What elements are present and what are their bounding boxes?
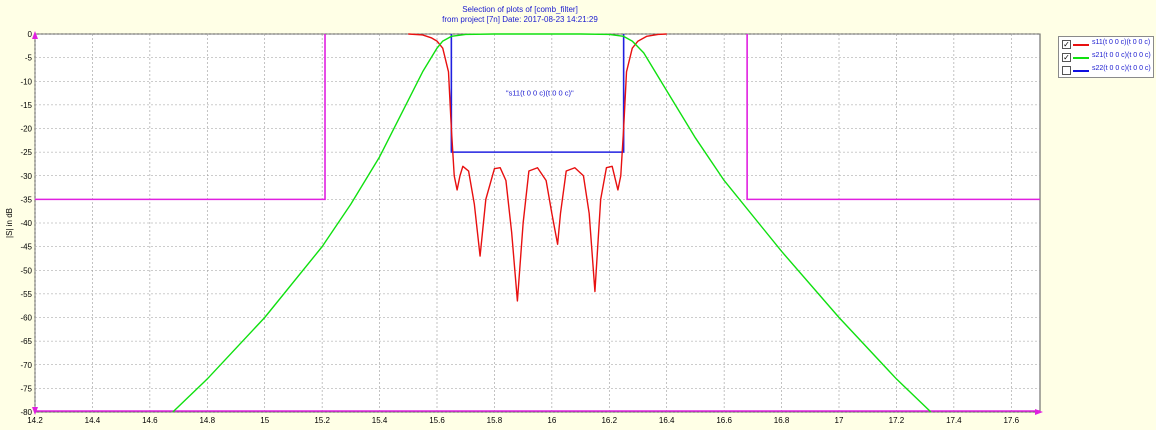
legend-item-s21[interactable]: ✓ s21(t 0 0 c)(t 0 0 c) (1059, 51, 1153, 63)
chart-title-block: Selection of plots of [comb_filter] from… (0, 5, 1040, 25)
y-tick-label: -60 (20, 314, 32, 323)
legend-label-s22: s22(t 0 0 c)(t 0 0 c) (1092, 65, 1151, 72)
legend-label-s21: s21(t 0 0 c)(t 0 0 c) (1092, 52, 1151, 59)
legend-checkbox-s11[interactable]: ✓ (1062, 40, 1071, 49)
x-tick-label: 14.6 (142, 416, 158, 425)
x-tick-label: 15.6 (429, 416, 445, 425)
x-tick-label: 16.4 (659, 416, 675, 425)
x-tick-label: 14.4 (85, 416, 101, 425)
y-tick-label: -45 (20, 243, 32, 252)
legend-label-s11: s11(t 0 0 c)(t 0 0 c) (1092, 39, 1151, 46)
legend-swatch-s21 (1073, 57, 1089, 59)
legend-checkbox-s21[interactable]: ✓ (1062, 53, 1071, 62)
x-tick-label: 17.6 (1003, 416, 1019, 425)
axis-markers (32, 31, 1043, 415)
chart-subtitle: from project [7n] Date: 2017-08-23 14:21… (442, 15, 598, 24)
y-tick-label: -30 (20, 172, 32, 181)
x-tick-label: 15 (260, 416, 269, 425)
x-tick-label: 16 (547, 416, 556, 425)
y-tick-label: -75 (20, 384, 32, 393)
plot-annotation: "s11(t 0 0 c)(t 0 0 c)" (506, 88, 574, 97)
y-tick-label: -20 (20, 125, 32, 134)
x-tick-label: 17.4 (946, 416, 962, 425)
chart-title: Selection of plots of [comb_filter] (462, 5, 578, 14)
x-axis-right-arrow (1035, 409, 1043, 415)
y-tick-label: -10 (20, 77, 32, 86)
x-tick-label: 15.8 (487, 416, 503, 425)
y-tick-label: -70 (20, 361, 32, 370)
y-tick-label: -40 (20, 219, 32, 228)
y-axis-top-arrow (32, 31, 38, 39)
series-line-s11 (408, 33, 667, 302)
y-tick-label: -80 (20, 408, 32, 417)
series (172, 33, 932, 413)
y-tick-label: -15 (20, 101, 32, 110)
x-tick-label: 14.8 (199, 416, 215, 425)
mask-stopband-high (746, 34, 1040, 201)
x-tick-label: 15.4 (372, 416, 388, 425)
y-tick-label: -35 (20, 195, 32, 204)
x-tick-label: 17 (835, 416, 844, 425)
x-tick-label: 14.2 (27, 416, 43, 425)
y-tick-label: -25 (20, 148, 32, 157)
axis-ticks: 14.2 14.4 14.6 14.8 15 15.2 15.4 15.6 15.8 16 16.2… (20, 30, 1019, 425)
y-axis-bottom-arrow (32, 407, 38, 415)
x-tick-label: 17.2 (889, 416, 905, 425)
mask-passband-return-loss (450, 34, 625, 153)
mask-stopband-low (35, 34, 326, 201)
x-tick-label: 16.6 (716, 416, 732, 425)
legend: ✓ s11(t 0 0 c)(t 0 0 c) ✓ s21(t 0 0 c)(t… (1058, 36, 1154, 78)
y-tick-label: 0 (28, 30, 33, 39)
x-tick-label: 15.2 (314, 416, 330, 425)
spec-masks (35, 34, 1040, 412)
y-tick-label: -65 (20, 337, 32, 346)
y-tick-label: -5 (25, 54, 33, 63)
legend-swatch-s11 (1073, 44, 1089, 46)
y-tick-label: -50 (20, 266, 32, 275)
legend-swatch-s22 (1073, 70, 1089, 72)
series-line-s21 (172, 33, 932, 413)
legend-item-s22[interactable]: s22(t 0 0 c)(t 0 0 c) (1059, 64, 1153, 76)
x-tick-label: 16.8 (774, 416, 790, 425)
legend-item-s11[interactable]: ✓ s11(t 0 0 c)(t 0 0 c) (1059, 38, 1153, 50)
legend-checkbox-s22[interactable] (1062, 66, 1071, 75)
y-axis-label: |S| in dB (5, 208, 14, 238)
y-tick-label: -55 (20, 290, 32, 299)
x-tick-label: 16.2 (601, 416, 617, 425)
